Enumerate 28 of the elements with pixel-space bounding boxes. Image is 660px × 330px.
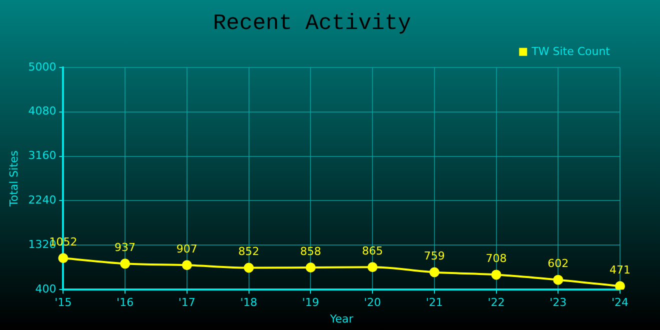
data-label: 858 bbox=[300, 244, 322, 258]
x-axis-title: Year bbox=[328, 312, 354, 326]
y-tick-label: 2240 bbox=[28, 194, 56, 207]
data-label: 907 bbox=[176, 242, 198, 256]
y-tick-label: 400 bbox=[35, 282, 56, 296]
y-tick-label: 4080 bbox=[28, 104, 56, 118]
y-tick-label: 5000 bbox=[28, 60, 56, 74]
data-label: 852 bbox=[238, 245, 260, 258]
data-label: 471 bbox=[610, 264, 630, 277]
x-tick-label: '18 bbox=[240, 296, 258, 310]
legend-label: TW Site Count bbox=[530, 44, 611, 58]
data-label: 937 bbox=[114, 241, 136, 254]
x-tick-label: '16 bbox=[116, 296, 134, 310]
data-label: 602 bbox=[548, 257, 569, 270]
x-tick-label: '17 bbox=[178, 296, 196, 310]
data-label: 865 bbox=[362, 244, 384, 258]
x-tick-label: '21 bbox=[426, 296, 443, 310]
y-tick-label: 3160 bbox=[28, 149, 56, 162]
data-label: 708 bbox=[486, 252, 507, 266]
x-tick-label: '19 bbox=[302, 296, 320, 310]
data-label: 759 bbox=[424, 250, 445, 263]
x-tick-label: '15 bbox=[54, 296, 72, 310]
chart-title: Recent Activity bbox=[212, 11, 412, 36]
x-tick-label: '23 bbox=[550, 296, 567, 310]
x-tick-label: '24 bbox=[611, 296, 629, 310]
x-tick-label: '20 bbox=[364, 296, 382, 310]
x-tick-label: '22 bbox=[488, 296, 505, 310]
y-axis-title: Total Sites bbox=[7, 150, 20, 208]
